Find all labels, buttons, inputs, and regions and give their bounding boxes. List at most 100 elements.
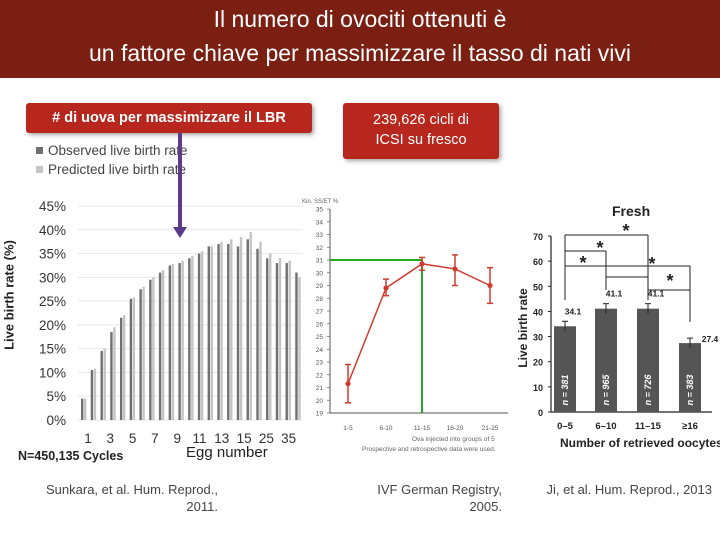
citation-sunkara-line-1: Sunkara, et al. Hum. Reprod., (46, 482, 218, 497)
left-y-tick-label: 45% (39, 199, 66, 214)
mid-x-tick-label: 16-20 (447, 425, 464, 432)
predicted-bar (259, 241, 262, 420)
predicted-bar (239, 236, 243, 420)
observed-bar (100, 351, 103, 420)
predicted-bar (278, 258, 282, 420)
left-x-tick-label: 5 (129, 431, 137, 446)
observed-bar (139, 289, 142, 420)
citation-sunkara-line-2: 2011. (186, 499, 218, 514)
significance-star: * (648, 254, 655, 274)
mid-data-point (345, 381, 351, 387)
right-y-tick-label: 0 (538, 408, 543, 418)
mid-y-tick-label: 30 (316, 270, 324, 277)
observed-bar (285, 263, 288, 420)
predicted-bar (298, 277, 301, 420)
right-chart-y-axis-label: Live birth rate (516, 288, 530, 368)
left-x-tick-label: 15 (237, 431, 252, 446)
mid-data-point (452, 266, 458, 272)
predicted-bar (84, 398, 87, 420)
significance-star: * (596, 238, 603, 258)
observed-bar (129, 298, 133, 420)
right-y-tick-label: 10 (533, 383, 543, 393)
mid-y-tick-label: 24 (316, 347, 324, 354)
predicted-bar (230, 239, 233, 420)
predicted-bar (132, 297, 136, 420)
left-y-tick-label: 5% (46, 389, 66, 404)
predicted-bar (191, 255, 194, 420)
right-x-tick-label: 6–10 (595, 421, 616, 432)
left-x-tick-label: 25 (259, 431, 274, 446)
citation-ji: Ji, et al. Hum. Reprod., 2013 (546, 482, 712, 497)
observed-bar (81, 398, 84, 420)
observed-bar (168, 265, 172, 420)
right-n-label: n = 383 (685, 375, 695, 406)
right-y-tick-label: 60 (533, 257, 543, 267)
legend-predicted-swatch (36, 166, 43, 173)
right-y-tick-label: 20 (533, 358, 543, 368)
observed-bar (110, 332, 113, 420)
callout-icsi-cycles: 239,626 cicli di ICSI su fresco (343, 103, 499, 159)
legend-observed-swatch (36, 147, 43, 154)
callout-max-lbr: # di uova per massimizzare il LBR (26, 103, 312, 133)
mid-y-tick-label: 34 (316, 219, 324, 226)
left-x-tick-label: 3 (107, 431, 115, 446)
left-y-tick-label: 20% (39, 318, 66, 333)
observed-bar (217, 244, 220, 420)
right-x-tick-label: ≥16 (682, 421, 698, 432)
right-x-tick-label: 0–5 (557, 421, 574, 432)
right-y-tick-label: 70 (533, 232, 543, 242)
observed-bar (197, 253, 201, 420)
mid-y-tick-label: 27 (316, 309, 324, 316)
left-x-tick-label: 35 (281, 431, 296, 446)
right-value-label: 27.4 (702, 334, 719, 344)
mid-x-tick-label: 1-5 (343, 425, 353, 432)
mid-y-tick-label: 28 (316, 296, 324, 303)
right-y-tick-label: 40 (533, 307, 543, 317)
citation-german-registry: IVF German Registry, 2005. (340, 481, 502, 515)
mid-data-point (383, 285, 389, 291)
left-y-tick-label: 10% (39, 365, 66, 380)
predicted-bar (288, 260, 291, 420)
observed-bar (275, 263, 279, 420)
citation-german-registry-line-1: IVF German Registry, (377, 482, 502, 497)
mid-y-tick-label: 21 (316, 385, 324, 392)
right-bar (679, 343, 701, 412)
significance-star: * (579, 253, 586, 273)
mid-y-tick-label: 31 (316, 258, 324, 265)
right-bar (637, 308, 659, 412)
right-value-label: 34.1 (565, 306, 582, 316)
left-y-tick-label: 40% (39, 223, 66, 238)
mid-y-tick-label: 19 (316, 411, 324, 418)
left-x-tick-label: 9 (173, 431, 181, 446)
observed-bar (90, 370, 94, 420)
observed-bar (158, 272, 162, 420)
observed-bar (256, 248, 259, 420)
right-chart-x-axis-label: Number of retrieved oocytes (560, 436, 720, 450)
callout-icsi-line-2: ICSI su fresco (375, 132, 467, 148)
mid-y-tick-label: 20 (316, 398, 324, 405)
mid-x-tick-label: 11-15 (414, 425, 431, 432)
legend-predicted-label: Predicted live birth rate (48, 162, 187, 177)
right-y-tick-label: 50 (533, 282, 543, 292)
predicted-bar (249, 232, 252, 420)
mid-chart-footnote-1: Ova injected into groups of 5 (412, 436, 495, 443)
observed-bar (149, 279, 152, 420)
predicted-bar (152, 277, 155, 420)
left-x-tick-label: 13 (214, 431, 229, 446)
right-value-label: 41.1 (606, 289, 623, 299)
mid-chart-y-axis-title: Kin. SS/ET % (302, 199, 339, 205)
legend-observed: Observed live birth rate (36, 143, 188, 158)
predicted-bar (113, 327, 116, 420)
mid-y-tick-label: 26 (316, 321, 324, 328)
predicted-bar (269, 253, 272, 420)
slide-title-line-1: Il numero di ovociti ottenuti è (213, 6, 507, 32)
observed-bar (266, 258, 269, 420)
predicted-bar (181, 260, 184, 420)
significance-star: * (622, 221, 629, 241)
mid-y-tick-label: 29 (316, 283, 324, 290)
observed-bar (207, 246, 211, 420)
left-x-tick-label: 1 (84, 431, 92, 446)
predicted-bar (142, 286, 145, 420)
mid-chart-footnote-2: Prospective and retrospective data were … (362, 446, 496, 453)
predicted-bar (200, 251, 204, 420)
